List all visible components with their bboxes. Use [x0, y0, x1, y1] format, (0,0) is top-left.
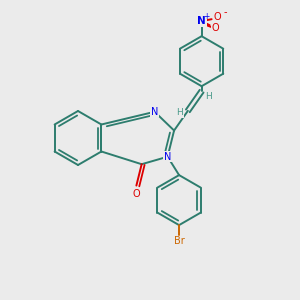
Text: O: O	[214, 12, 221, 22]
Text: H: H	[176, 108, 183, 117]
Text: Br: Br	[174, 236, 184, 246]
Text: N: N	[151, 107, 158, 117]
Text: -: -	[224, 7, 227, 17]
Text: O: O	[133, 189, 140, 199]
Text: H: H	[205, 92, 212, 101]
Text: N: N	[164, 152, 171, 162]
Text: N: N	[197, 16, 206, 26]
Text: O: O	[212, 23, 219, 33]
Text: +: +	[203, 12, 210, 21]
